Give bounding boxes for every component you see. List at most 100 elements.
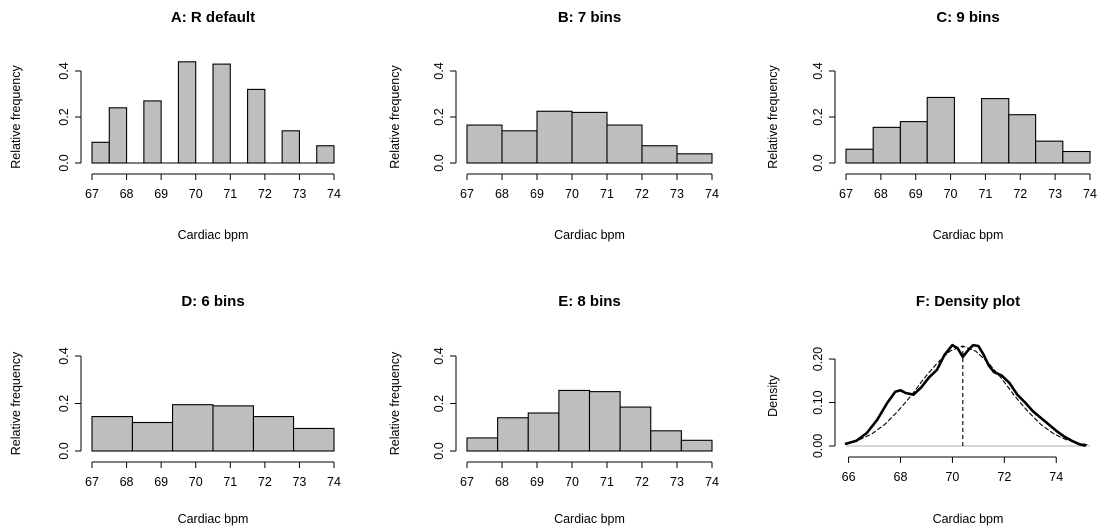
panel-title: D: 6 bins bbox=[181, 293, 244, 310]
y-tick-label: 0.2 bbox=[811, 108, 825, 125]
panel-e: E: 8 bins 67 68 69 70 71 72 73 74 Cardiac bpm 0.0 0… bbox=[388, 293, 719, 526]
histogram-bar bbox=[527, 412, 560, 452]
x-tick-label: 70 bbox=[189, 187, 203, 201]
x-tick-label: 72 bbox=[635, 187, 649, 201]
x-tick-label: 73 bbox=[292, 187, 306, 201]
x-tick-label: 68 bbox=[120, 475, 134, 489]
histogram-bar bbox=[606, 124, 643, 164]
x-tick-label: 70 bbox=[945, 470, 959, 484]
y-tick-label: 0.0 bbox=[432, 154, 446, 171]
y-tick-label: 0.4 bbox=[432, 62, 446, 79]
panel-a: A: R default 67 68 69 70 71 72 73 74 Cardiac bpm 0… bbox=[9, 9, 341, 242]
x-tick-label: 74 bbox=[327, 475, 341, 489]
histogram-bar bbox=[108, 107, 128, 164]
histogram-bar bbox=[899, 121, 928, 164]
histogram-bar bbox=[926, 96, 955, 164]
normal-curve-dashed bbox=[845, 345, 1088, 446]
x-axis-label: Cardiac bpm bbox=[178, 228, 249, 242]
x-tick-label: 70 bbox=[944, 187, 958, 201]
x-tick-label: 74 bbox=[1083, 187, 1097, 201]
histogram-bar bbox=[1008, 114, 1037, 164]
x-tick-label: 69 bbox=[154, 187, 168, 201]
histogram-bar bbox=[1035, 140, 1064, 164]
y-tick-label: 0.4 bbox=[57, 62, 71, 79]
y-axis-label: Relative frequency bbox=[388, 64, 402, 168]
y-tick-label: 0.4 bbox=[811, 62, 825, 79]
x-tick-label: 69 bbox=[154, 475, 168, 489]
x-tick-label: 66 bbox=[842, 470, 856, 484]
x-tick-label: 74 bbox=[327, 187, 341, 201]
x-tick-label: 69 bbox=[909, 187, 923, 201]
histogram-bar bbox=[588, 391, 621, 452]
histogram-bar bbox=[316, 145, 335, 164]
panel-b: B: 7 bins 67 68 69 70 71 72 73 74 Cardiac bpm 0.0 0… bbox=[388, 9, 719, 242]
panel-d: D: 6 bins 67 68 69 70 71 72 73 74 Cardiac bpm 0.0 0… bbox=[9, 293, 341, 526]
x-tick-label: 67 bbox=[85, 187, 99, 201]
histogram-bar bbox=[1062, 150, 1091, 164]
y-tick-label: 0.2 bbox=[57, 395, 71, 412]
x-tick-label: 68 bbox=[874, 187, 888, 201]
histogram-bar bbox=[177, 61, 197, 164]
histogram-bar bbox=[872, 126, 901, 164]
histogram-bar bbox=[619, 406, 652, 452]
histogram-bar bbox=[466, 124, 503, 164]
x-tick-label: 68 bbox=[894, 470, 908, 484]
x-tick-label: 71 bbox=[223, 475, 237, 489]
histogram-bar bbox=[497, 417, 529, 452]
panel-title: F: Density plot bbox=[916, 293, 1020, 310]
histogram-bar bbox=[641, 145, 678, 164]
x-tick-label: 72 bbox=[258, 187, 272, 201]
y-tick-label: 0.2 bbox=[432, 108, 446, 125]
histogram-bar bbox=[466, 437, 499, 452]
y-tick-label: 0.10 bbox=[811, 390, 825, 414]
x-tick-label: 71 bbox=[600, 187, 614, 201]
x-tick-label: 73 bbox=[1048, 187, 1062, 201]
x-tick-label: 70 bbox=[565, 187, 579, 201]
x-tick-label: 70 bbox=[189, 475, 203, 489]
histogram-bar bbox=[501, 130, 538, 164]
histogram-bar bbox=[91, 416, 133, 452]
y-tick-label: 0.0 bbox=[811, 154, 825, 171]
y-tick-label: 0.00 bbox=[811, 434, 825, 458]
panel-title: B: 7 bins bbox=[558, 9, 621, 26]
x-tick-label: 70 bbox=[565, 475, 579, 489]
x-axis-label: Cardiac bpm bbox=[178, 512, 249, 526]
x-tick-label: 69 bbox=[530, 475, 544, 489]
histogram-bar bbox=[143, 100, 162, 164]
histogram-bar bbox=[845, 148, 874, 164]
density-curve bbox=[844, 343, 1087, 447]
x-tick-label: 71 bbox=[223, 187, 237, 201]
y-axis-label: Density bbox=[766, 374, 780, 416]
panel-c: C: 9 bins 67 68 69 70 71 72 73 74 Cardiac bpm 0.0 0… bbox=[766, 9, 1097, 242]
histogram-bar bbox=[281, 130, 300, 164]
x-axis-label: Cardiac bpm bbox=[554, 228, 625, 242]
x-tick-label: 72 bbox=[258, 475, 272, 489]
y-axis-label: Relative frequency bbox=[388, 351, 402, 455]
y-axis-label: Relative frequency bbox=[9, 351, 23, 455]
x-tick-label: 71 bbox=[978, 187, 992, 201]
y-tick-label: 0.20 bbox=[811, 347, 825, 371]
panel-title: A: R default bbox=[171, 9, 255, 26]
histogram-bar bbox=[293, 427, 335, 452]
x-tick-label: 73 bbox=[670, 187, 684, 201]
x-axis-label: Cardiac bpm bbox=[554, 512, 625, 526]
y-tick-label: 0.0 bbox=[432, 442, 446, 459]
histogram-bar bbox=[252, 416, 295, 452]
x-tick-label: 67 bbox=[839, 187, 853, 201]
y-tick-label: 0.4 bbox=[57, 347, 71, 364]
x-tick-label: 67 bbox=[85, 475, 99, 489]
histogram-bar bbox=[680, 439, 713, 452]
x-tick-label: 74 bbox=[1049, 470, 1063, 484]
x-tick-label: 72 bbox=[635, 475, 649, 489]
x-tick-label: 68 bbox=[120, 187, 134, 201]
histogram-bar bbox=[212, 63, 231, 164]
y-tick-label: 0.2 bbox=[432, 395, 446, 412]
x-tick-label: 73 bbox=[670, 475, 684, 489]
panel-f: F: Density plot 66 68 70 72 74 Cardiac bpm 0.00… bbox=[766, 293, 1090, 526]
panel-title: C: 9 bins bbox=[936, 9, 999, 26]
histogram-bar bbox=[247, 88, 266, 164]
y-axis-label: Relative frequency bbox=[9, 64, 23, 168]
y-axis-label: Relative frequency bbox=[766, 64, 780, 168]
x-tick-label: 72 bbox=[1013, 187, 1027, 201]
